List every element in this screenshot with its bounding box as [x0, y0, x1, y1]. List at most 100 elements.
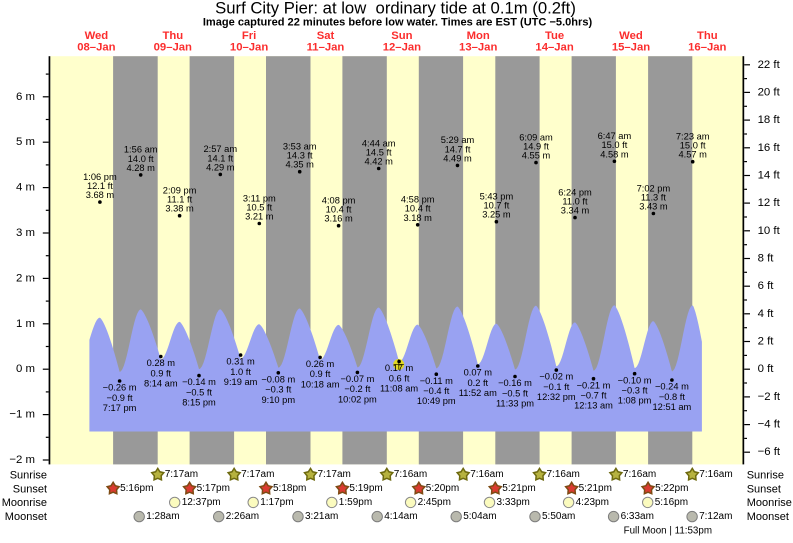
svg-text:−0.8 ft: −0.8 ft [659, 392, 686, 402]
svg-text:14.9 ft: 14.9 ft [523, 142, 549, 152]
svg-text:−0.16 m: −0.16 m [498, 378, 532, 388]
svg-text:Moonrise: Moonrise [2, 497, 47, 509]
svg-text:3:53 am: 3:53 am [283, 142, 317, 152]
svg-text:−0.1 ft: −0.1 ft [543, 382, 570, 392]
svg-text:−0.10 m: −0.10 m [618, 375, 652, 385]
svg-text:15.0 ft: 15.0 ft [680, 141, 706, 151]
svg-text:6 ft: 6 ft [758, 280, 775, 292]
svg-text:4.29 m: 4.29 m [206, 162, 235, 172]
svg-text:−0.5 ft: −0.5 ft [502, 388, 529, 398]
svg-text:6:09 am: 6:09 am [519, 132, 553, 142]
svg-text:3.34 m: 3.34 m [561, 206, 590, 216]
svg-text:Moonset: Moonset [747, 511, 789, 523]
svg-text:−0.4 ft: −0.4 ft [423, 386, 450, 396]
svg-text:4 m: 4 m [16, 182, 35, 194]
svg-text:−0.5 ft: −0.5 ft [186, 387, 213, 397]
svg-text:Thu: Thu [162, 30, 183, 42]
svg-text:3:11 pm: 3:11 pm [243, 193, 276, 203]
svg-text:6 m: 6 m [16, 91, 35, 103]
svg-text:10 ft: 10 ft [758, 225, 781, 237]
svg-text:2 m: 2 m [16, 272, 35, 284]
svg-text:Mon: Mon [467, 30, 490, 42]
svg-text:1:08 pm: 1:08 pm [618, 396, 652, 406]
svg-text:−0.08 m: −0.08 m [261, 374, 295, 384]
svg-text:−0.14 m: −0.14 m [182, 377, 216, 387]
svg-text:7:17am: 7:17am [318, 469, 351, 480]
svg-text:3.16 m: 3.16 m [324, 214, 353, 224]
svg-text:11.1 ft: 11.1 ft [167, 195, 193, 205]
svg-text:5 m: 5 m [16, 136, 35, 148]
svg-text:5:43 pm: 5:43 pm [480, 192, 514, 202]
svg-text:2:57 am: 2:57 am [204, 144, 238, 154]
svg-text:0.6 ft: 0.6 ft [389, 373, 410, 383]
svg-text:12:37pm: 12:37pm [182, 497, 221, 508]
svg-text:Tue: Tue [545, 30, 564, 42]
svg-text:22 ft: 22 ft [758, 59, 781, 71]
svg-text:0.26 m: 0.26 m [306, 359, 335, 369]
svg-text:12:13 am: 12:13 am [574, 401, 613, 411]
svg-text:8 ft: 8 ft [758, 253, 775, 265]
svg-text:4.57 m: 4.57 m [678, 150, 707, 160]
svg-text:18 ft: 18 ft [758, 114, 781, 126]
svg-text:5:50am: 5:50am [542, 511, 575, 522]
svg-text:08–Jan: 08–Jan [77, 41, 115, 53]
svg-text:11:08 am: 11:08 am [380, 384, 418, 394]
svg-text:0.07 m: 0.07 m [464, 368, 493, 378]
svg-text:6:24 pm: 6:24 pm [558, 187, 592, 197]
svg-text:Image captured 22 minutes befo: Image captured 22 minutes before low wat… [203, 17, 593, 29]
svg-text:1:56 am: 1:56 am [124, 145, 158, 155]
svg-text:0.2 ft: 0.2 ft [467, 378, 488, 388]
svg-text:Wed: Wed [85, 30, 109, 42]
svg-text:Moonrise: Moonrise [747, 497, 792, 509]
svg-text:Fri: Fri [242, 30, 256, 42]
svg-text:−2 ft: −2 ft [758, 391, 781, 403]
svg-text:Sat: Sat [317, 30, 335, 42]
svg-text:12.1 ft: 12.1 ft [87, 181, 113, 191]
svg-text:4.28 m: 4.28 m [126, 163, 155, 173]
svg-text:3.25 m: 3.25 m [482, 210, 511, 220]
svg-text:4:58 pm: 4:58 pm [401, 195, 435, 205]
svg-text:Surf City Pier: at low ordina: Surf City Pier: at low ordinary tide at … [215, 0, 576, 18]
svg-text:7:16am: 7:16am [699, 469, 732, 480]
svg-text:8:14 am: 8:14 am [144, 379, 178, 389]
svg-text:Full Moon | 11:53pm: Full Moon | 11:53pm [624, 526, 712, 537]
svg-text:4 ft: 4 ft [758, 308, 775, 320]
svg-text:10.5 ft: 10.5 ft [246, 202, 272, 212]
svg-text:7:16am: 7:16am [547, 469, 580, 480]
svg-text:−2 m: −2 m [9, 454, 35, 466]
svg-text:Thu: Thu [697, 30, 718, 42]
svg-text:4.35 m: 4.35 m [285, 160, 314, 170]
svg-text:5:18pm: 5:18pm [273, 483, 306, 494]
svg-text:3.18 m: 3.18 m [403, 213, 432, 223]
svg-text:8:15 pm: 8:15 pm [182, 398, 216, 408]
svg-text:16 ft: 16 ft [758, 142, 781, 154]
svg-text:2:09 pm: 2:09 pm [163, 186, 197, 196]
svg-text:Moonset: Moonset [5, 511, 47, 523]
svg-text:1.0 ft: 1.0 ft [230, 367, 251, 377]
svg-text:6:47 am: 6:47 am [598, 131, 632, 141]
svg-text:0.28 m: 0.28 m [147, 358, 176, 368]
svg-text:2:26am: 2:26am [226, 511, 259, 522]
svg-text:0 m: 0 m [16, 363, 35, 375]
svg-text:−0.24 m: −0.24 m [655, 382, 689, 392]
svg-text:5:21pm: 5:21pm [502, 483, 535, 494]
svg-text:9:19 am: 9:19 am [224, 377, 258, 387]
svg-text:14.3 ft: 14.3 ft [287, 151, 313, 161]
svg-text:11–Jan: 11–Jan [307, 41, 345, 53]
svg-text:09–Jan: 09–Jan [154, 41, 192, 53]
svg-text:10:18 am: 10:18 am [301, 379, 340, 389]
svg-text:−0.26 m: −0.26 m [103, 383, 137, 393]
svg-text:0.9 ft: 0.9 ft [150, 368, 171, 378]
svg-text:1:06 pm: 1:06 pm [83, 172, 117, 182]
svg-text:7:16am: 7:16am [470, 469, 503, 480]
svg-text:12 ft: 12 ft [758, 197, 781, 209]
svg-text:−1 m: −1 m [9, 409, 35, 421]
svg-text:4.49 m: 4.49 m [443, 153, 472, 163]
svg-text:20 ft: 20 ft [758, 86, 781, 98]
svg-text:3.68 m: 3.68 m [86, 190, 115, 200]
svg-text:7:17 pm: 7:17 pm [103, 403, 137, 413]
svg-text:7:16am: 7:16am [623, 469, 656, 480]
svg-text:3.38 m: 3.38 m [165, 204, 194, 214]
svg-text:Sun: Sun [391, 30, 412, 42]
svg-text:15.0 ft: 15.0 ft [601, 140, 627, 150]
